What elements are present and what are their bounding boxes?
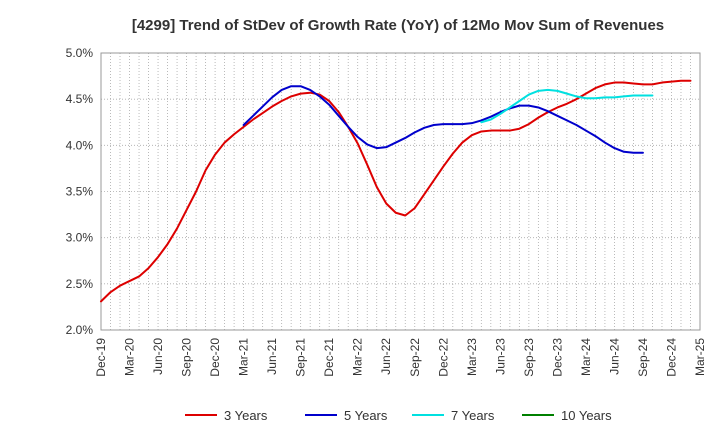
y-tick-label: 3.5% — [66, 185, 94, 199]
x-tick-label: Jun-23 — [493, 338, 507, 375]
legend-label: 3 Years — [224, 408, 268, 423]
x-tick-label: Mar-20 — [123, 338, 137, 376]
legend-label: 5 Years — [344, 408, 388, 423]
x-tick-label: Mar-21 — [237, 338, 251, 376]
y-tick-label: 2.0% — [66, 323, 94, 337]
plot-area — [100, 52, 701, 331]
legend: 3 Years 5 Years 7 Years 10 Years — [185, 408, 612, 423]
grid — [101, 52, 700, 331]
x-tick-label: Sep-24 — [636, 338, 650, 377]
series-line-5-years — [242, 85, 644, 154]
y-tick-label: 4.0% — [66, 138, 94, 152]
series-lines — [100, 79, 692, 303]
legend-label: 7 Years — [451, 408, 495, 423]
x-tick-label: Dec-21 — [322, 338, 336, 377]
x-tick-label: Jun-21 — [265, 338, 279, 375]
y-axis: 2.0% 2.5% 3.0% 3.5% 4.0% 4.5% 5.0% — [66, 46, 94, 337]
x-tick-label: Mar-25 — [693, 338, 707, 376]
y-tick-label: 2.5% — [66, 277, 94, 291]
x-tick-label: Jun-24 — [607, 338, 621, 375]
chart-title: [4299] Trend of StDev of Growth Rate (Yo… — [132, 17, 664, 34]
y-tick-label: 3.0% — [66, 231, 94, 245]
x-tick-label: Dec-22 — [436, 338, 450, 377]
x-tick-label: Mar-22 — [351, 338, 365, 376]
legend-label: 10 Years — [561, 408, 612, 423]
y-tick-label: 4.5% — [66, 92, 94, 106]
x-tick-label: Sep-22 — [408, 338, 422, 377]
x-tick-label: Dec-23 — [550, 338, 564, 377]
x-tick-label: Jun-22 — [379, 338, 393, 375]
x-tick-label: Sep-21 — [294, 338, 308, 377]
x-tick-label: Dec-20 — [208, 338, 222, 377]
x-tick-label: Dec-24 — [664, 338, 678, 377]
x-axis: Dec-19 Mar-20 Jun-20 Sep-20 Dec-20 Mar-21 Jun-… — [94, 338, 707, 377]
x-tick-label: Mar-24 — [579, 338, 593, 376]
x-tick-label: Sep-23 — [522, 338, 536, 377]
x-tick-label: Mar-23 — [465, 338, 479, 376]
series-line-7-years — [480, 88, 654, 124]
series-line-3-years — [100, 79, 692, 303]
x-tick-label: Dec-19 — [94, 338, 108, 377]
x-tick-label: Sep-20 — [180, 338, 194, 377]
y-tick-label: 5.0% — [66, 46, 94, 60]
x-tick-label: Jun-20 — [151, 338, 165, 375]
